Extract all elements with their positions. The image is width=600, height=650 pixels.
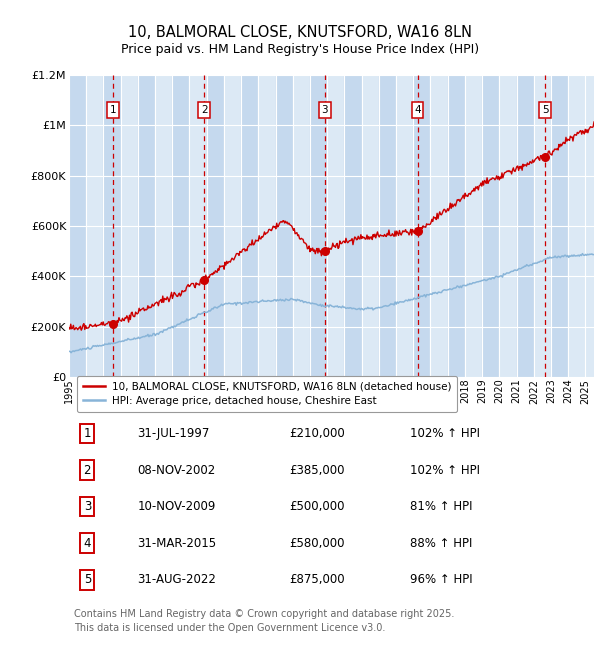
Bar bbox=[310, 75, 327, 378]
Bar bbox=[379, 75, 396, 378]
Text: 96% ↑ HPI: 96% ↑ HPI bbox=[410, 573, 473, 586]
Bar bbox=[327, 75, 344, 378]
Bar bbox=[172, 75, 190, 378]
Bar bbox=[207, 75, 224, 378]
Text: 2: 2 bbox=[83, 463, 91, 476]
Bar bbox=[482, 75, 499, 378]
Text: 5: 5 bbox=[542, 105, 548, 115]
Bar bbox=[499, 75, 517, 378]
Bar bbox=[517, 75, 534, 378]
Bar bbox=[241, 75, 259, 378]
Text: 31-MAR-2015: 31-MAR-2015 bbox=[137, 537, 217, 550]
Text: 10, BALMORAL CLOSE, KNUTSFORD, WA16 8LN: 10, BALMORAL CLOSE, KNUTSFORD, WA16 8LN bbox=[128, 25, 472, 40]
Text: Price paid vs. HM Land Registry's House Price Index (HPI): Price paid vs. HM Land Registry's House … bbox=[121, 43, 479, 56]
Text: 3: 3 bbox=[83, 500, 91, 513]
Text: 88% ↑ HPI: 88% ↑ HPI bbox=[410, 537, 473, 550]
Text: 2: 2 bbox=[201, 105, 208, 115]
Bar bbox=[430, 75, 448, 378]
Bar bbox=[568, 75, 586, 378]
Bar bbox=[396, 75, 413, 378]
Text: £580,000: £580,000 bbox=[290, 537, 345, 550]
Text: 5: 5 bbox=[83, 573, 91, 586]
Text: 31-JUL-1997: 31-JUL-1997 bbox=[137, 427, 209, 440]
Text: 102% ↑ HPI: 102% ↑ HPI bbox=[410, 463, 480, 476]
Bar bbox=[293, 75, 310, 378]
Bar bbox=[362, 75, 379, 378]
Bar bbox=[86, 75, 103, 378]
Text: 102% ↑ HPI: 102% ↑ HPI bbox=[410, 427, 480, 440]
Bar bbox=[551, 75, 568, 378]
Text: 1: 1 bbox=[83, 427, 91, 440]
Text: 08-NOV-2002: 08-NOV-2002 bbox=[137, 463, 215, 476]
Text: £500,000: £500,000 bbox=[290, 500, 345, 513]
Bar bbox=[275, 75, 293, 378]
Bar bbox=[413, 75, 430, 378]
Bar bbox=[69, 75, 86, 378]
Text: 4: 4 bbox=[83, 537, 91, 550]
Text: 3: 3 bbox=[322, 105, 328, 115]
Bar bbox=[465, 75, 482, 378]
Legend: 10, BALMORAL CLOSE, KNUTSFORD, WA16 8LN (detached house), HPI: Average price, de: 10, BALMORAL CLOSE, KNUTSFORD, WA16 8LN … bbox=[77, 376, 457, 412]
Bar bbox=[155, 75, 172, 378]
Bar bbox=[448, 75, 465, 378]
Text: 10-NOV-2009: 10-NOV-2009 bbox=[137, 500, 215, 513]
Text: 1: 1 bbox=[110, 105, 117, 115]
Bar bbox=[259, 75, 275, 378]
Bar bbox=[534, 75, 551, 378]
Bar bbox=[190, 75, 207, 378]
Bar bbox=[224, 75, 241, 378]
Text: £385,000: £385,000 bbox=[290, 463, 345, 476]
Bar bbox=[103, 75, 121, 378]
Text: 31-AUG-2022: 31-AUG-2022 bbox=[137, 573, 216, 586]
Bar bbox=[121, 75, 138, 378]
Text: 4: 4 bbox=[414, 105, 421, 115]
Text: £210,000: £210,000 bbox=[290, 427, 345, 440]
Bar bbox=[344, 75, 362, 378]
Text: 81% ↑ HPI: 81% ↑ HPI bbox=[410, 500, 473, 513]
Text: Contains HM Land Registry data © Crown copyright and database right 2025.
This d: Contains HM Land Registry data © Crown c… bbox=[74, 609, 455, 633]
Text: £875,000: £875,000 bbox=[290, 573, 345, 586]
Bar bbox=[138, 75, 155, 378]
